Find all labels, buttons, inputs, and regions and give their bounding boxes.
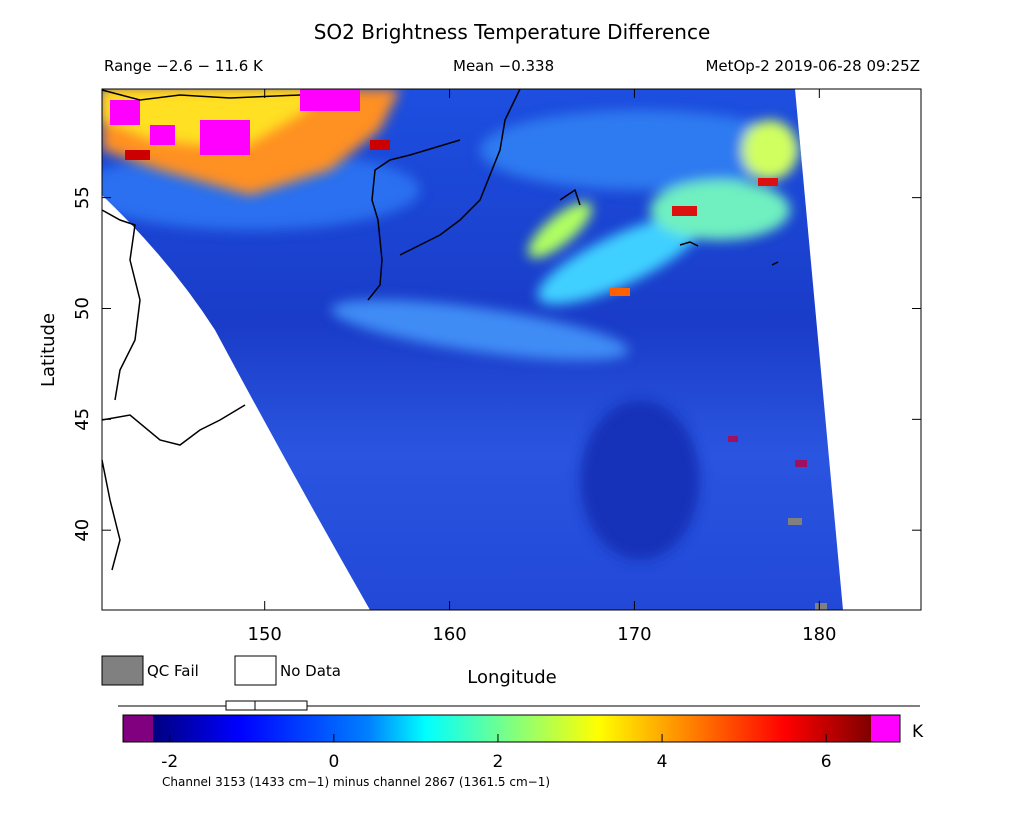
colorbar-caption: Channel 3153 (1433 cm−1) minus channel 2… (162, 775, 550, 789)
swath (102, 89, 843, 610)
x-tick-label: 160 (432, 624, 466, 645)
colorbar-under (123, 715, 153, 742)
x-axis-label: Longitude (467, 667, 557, 688)
colorbar-tick-label: 4 (657, 752, 668, 772)
x-tick-label: 170 (617, 624, 651, 645)
y-axis-label: Latitude (38, 313, 59, 387)
no-data-swatch (234, 655, 277, 686)
mean-info: Mean −0.338 (453, 57, 554, 75)
no-data-label: No Data (280, 662, 341, 680)
range-info: Range −2.6 − 11.6 K (104, 57, 264, 75)
colorbar-unit: K (912, 722, 924, 742)
title: SO2 Brightness Temperature Difference (314, 20, 711, 44)
satellite-info: MetOp-2 2019-06-28 09:25Z (705, 57, 920, 75)
colorbar-tick-label: 6 (821, 752, 832, 772)
qc-fail-swatch (101, 655, 144, 686)
colorbar-axis: -2 0 2 4 6 (161, 734, 832, 772)
coastlines (101, 88, 779, 571)
y-tick-label: 50 (72, 297, 93, 320)
qc-fail-label: QC Fail (147, 662, 199, 680)
map-frame (101, 88, 922, 611)
y-tick-label: 40 (72, 519, 93, 542)
x-tick-label: 150 (248, 624, 282, 645)
x-tick-label: 180 (802, 624, 836, 645)
summary-boxplot (118, 700, 920, 711)
colorbar-tick-label: -2 (161, 752, 178, 772)
y-tick-label: 45 (72, 408, 93, 431)
colorbar-frame (122, 714, 901, 743)
colorbar (153, 715, 871, 742)
colorbar-tick-label: 2 (493, 752, 504, 772)
colorbar-over (871, 715, 900, 742)
y-tick-label: 55 (72, 186, 93, 209)
axes: 150 160 170 180 40 45 50 55 (72, 89, 921, 645)
colorbar-tick-label: 0 (328, 752, 339, 772)
